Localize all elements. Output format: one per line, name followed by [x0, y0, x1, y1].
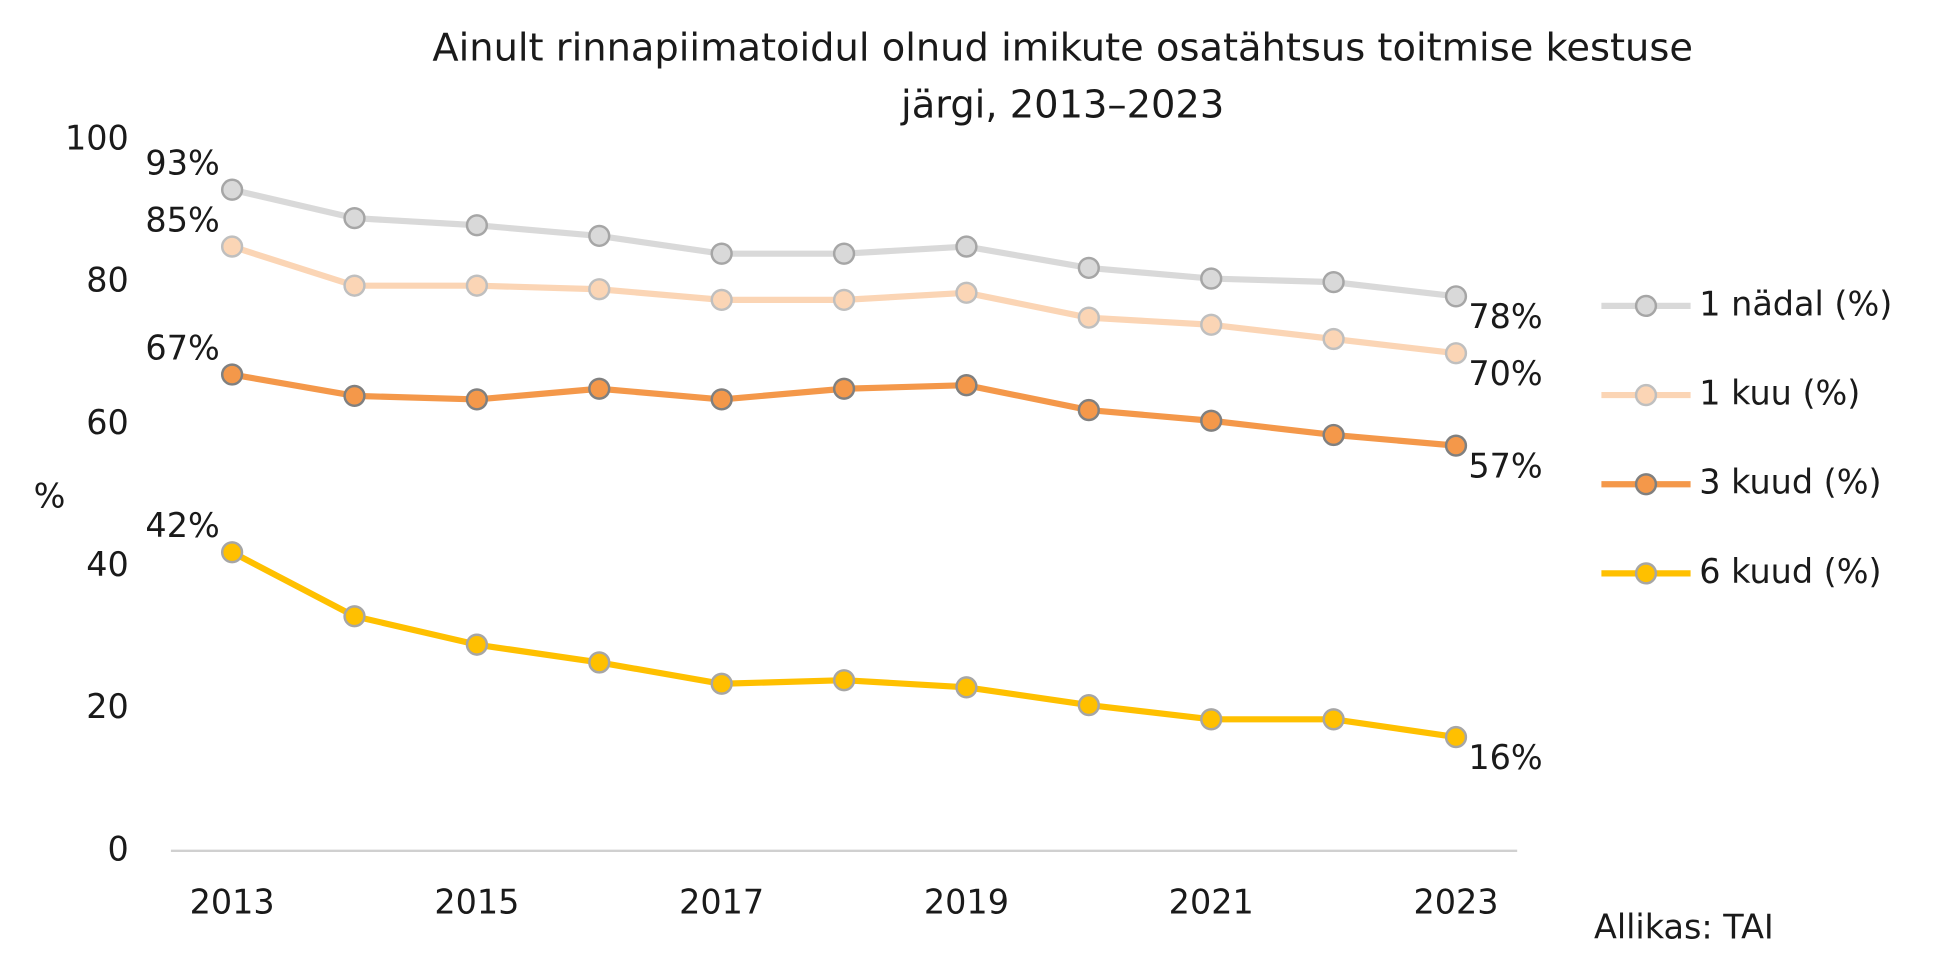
data-label: 16%	[1468, 738, 1542, 777]
data-point	[832, 669, 856, 692]
data-point	[220, 541, 244, 564]
data-point	[1444, 285, 1468, 308]
x-tick-label: 2017	[679, 883, 764, 922]
data-point	[588, 278, 611, 301]
data-point	[220, 363, 244, 386]
data-label: 93%	[145, 143, 219, 182]
data-point	[465, 274, 489, 297]
y-tick-label: 20	[86, 687, 129, 726]
data-point	[710, 388, 733, 411]
y-axis-title: %	[34, 476, 66, 515]
data-point	[1200, 313, 1223, 336]
data-point	[343, 274, 366, 297]
x-tick-label: 2015	[434, 883, 519, 922]
legend-marker	[1634, 383, 1658, 407]
data-point	[343, 384, 366, 408]
data-label: 57%	[1468, 446, 1542, 485]
data-point	[220, 235, 244, 258]
data-label: 42%	[145, 506, 219, 545]
data-point	[1077, 306, 1100, 329]
data-point	[343, 206, 366, 230]
data-point	[955, 281, 978, 304]
data-point	[1200, 708, 1223, 731]
x-tick-label: 2021	[1169, 883, 1254, 922]
legend-marker	[1634, 294, 1658, 318]
data-point	[465, 388, 489, 411]
x-tick-label: 2023	[1413, 883, 1498, 922]
y-tick-label: 0	[108, 829, 129, 868]
data-point	[1322, 708, 1345, 731]
data-point	[1077, 693, 1100, 717]
legend-label: 1 nädal (%)	[1699, 284, 1892, 323]
data-label: 70%	[1468, 354, 1542, 393]
data-point	[588, 224, 611, 248]
data-point	[955, 235, 978, 258]
data-point	[220, 178, 244, 201]
data-point	[1444, 725, 1468, 749]
y-tick-label: 40	[86, 545, 129, 584]
data-point	[832, 242, 856, 265]
legend-label: 6 kuud (%)	[1699, 552, 1881, 591]
data-point	[832, 377, 856, 400]
chart-title: Ainult rinnapiimatoidul olnud imikute os…	[432, 25, 1693, 127]
x-tick-label: 2013	[190, 883, 275, 922]
data-label: 78%	[1468, 297, 1542, 336]
y-tick-label: 60	[86, 403, 129, 442]
data-point	[1077, 256, 1100, 280]
data-point	[465, 214, 489, 237]
data-point	[1077, 398, 1100, 422]
data-point	[1322, 423, 1345, 447]
series-line	[230, 549, 1457, 741]
data-point	[710, 672, 733, 695]
data-point	[710, 242, 733, 265]
data-point	[343, 605, 366, 628]
data-point	[1322, 270, 1345, 294]
y-tick-label: 100	[65, 118, 129, 157]
data-point	[1322, 327, 1345, 351]
data-point	[1444, 342, 1468, 365]
legend-marker	[1634, 473, 1658, 496]
data-label: 85%	[145, 200, 219, 239]
data-point	[1200, 267, 1223, 290]
data-point	[832, 288, 856, 312]
data-point	[1200, 409, 1223, 432]
legend-label: 1 kuu (%)	[1699, 374, 1860, 413]
source-note: Allikas: TAI	[1594, 907, 1774, 946]
legend-label: 3 kuud (%)	[1699, 463, 1881, 502]
data-point	[588, 651, 611, 674]
data-point	[710, 288, 733, 312]
data-point	[955, 374, 978, 397]
data-point	[465, 633, 489, 656]
data-point	[1444, 434, 1468, 457]
x-tick-label: 2019	[924, 883, 1009, 922]
data-point	[588, 377, 611, 400]
data-label: 67%	[145, 328, 219, 367]
y-tick-label: 80	[86, 261, 129, 300]
data-point	[955, 676, 978, 699]
legend-marker	[1634, 562, 1658, 585]
